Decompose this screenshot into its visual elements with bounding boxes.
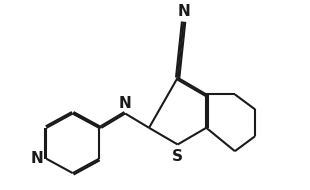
Text: N: N <box>119 96 131 111</box>
Text: S: S <box>172 149 183 164</box>
Text: N: N <box>31 151 44 166</box>
Text: N: N <box>177 4 190 19</box>
